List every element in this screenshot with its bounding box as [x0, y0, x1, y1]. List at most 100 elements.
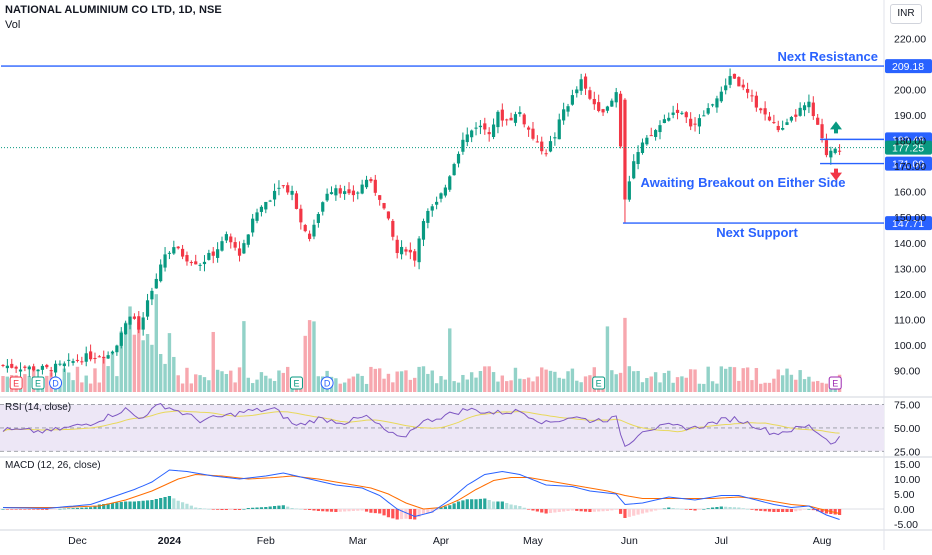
volume-bar [286, 366, 290, 392]
candle-body [522, 114, 526, 125]
macd-histogram-bar [544, 509, 548, 514]
candle-body [632, 161, 636, 179]
macd-histogram-bar [399, 509, 404, 520]
macd-histogram-bar [36, 509, 40, 510]
volume-bar [605, 326, 610, 392]
candle-body [456, 153, 461, 164]
macd-histogram-bar [785, 509, 789, 512]
volume-bar [347, 378, 351, 392]
event-marker-letter: E [832, 379, 838, 389]
candle-body [544, 153, 548, 155]
macd-histogram-bar [474, 499, 478, 509]
candle-body [439, 193, 443, 199]
dividend-marker[interactable] [49, 376, 63, 390]
macd-histogram-bar [527, 509, 531, 510]
dividend-marker[interactable] [320, 376, 334, 390]
macd-histogram-bar [671, 508, 675, 509]
candle-body [614, 92, 618, 103]
candle-body [360, 184, 364, 194]
candle-body [724, 85, 728, 91]
candle-body [833, 148, 837, 153]
volume-bar [413, 377, 417, 392]
candle-body [36, 369, 40, 372]
macd-histogram-bar [299, 509, 303, 510]
volume-bar [97, 382, 102, 392]
candle-body [470, 130, 474, 138]
volume-bar [789, 374, 794, 392]
macd-histogram-bar [67, 508, 71, 509]
earnings-marker[interactable] [828, 376, 842, 390]
candle-body [110, 351, 115, 354]
macd-histogram-bar [570, 509, 574, 511]
macd-histogram-bar [627, 509, 631, 517]
macd-line [2, 469, 840, 520]
candle-body [566, 106, 570, 112]
volume-bar [531, 381, 535, 392]
volume-bar [386, 373, 391, 392]
volume-bar [750, 380, 754, 392]
macd-histogram-bar [360, 509, 364, 511]
volume-bar [220, 371, 224, 392]
candle-body [49, 370, 53, 372]
volume-bar [395, 371, 399, 392]
volume-bar [579, 382, 583, 392]
candle-body [189, 262, 193, 264]
macd-tick-label: 5.00 [894, 489, 915, 501]
candle-body [421, 221, 426, 240]
currency-button[interactable]: INR [890, 4, 922, 24]
earnings-marker[interactable] [31, 376, 45, 390]
macd-histogram-bar [728, 507, 732, 509]
macd-histogram-bar [759, 509, 763, 511]
earnings-marker[interactable] [9, 376, 23, 390]
candle-body [548, 141, 553, 152]
volume-bar [88, 383, 93, 392]
volume-bar [715, 383, 719, 392]
candle-body [597, 102, 601, 111]
macd-tick-label: -5.00 [894, 519, 918, 531]
macd-histogram-bar [487, 500, 491, 509]
volume-bar [430, 370, 434, 392]
volume-bar [820, 382, 824, 392]
volume-bar [583, 376, 588, 392]
macd-histogram-bar [14, 509, 18, 510]
candle-body [198, 264, 202, 266]
macd-histogram-bar [491, 501, 496, 509]
volume-bar [456, 382, 461, 392]
macd-histogram-bar [329, 509, 334, 512]
macd-histogram-bar [395, 509, 399, 520]
volume-bar [566, 371, 570, 392]
level-price-label: 171.00 [892, 159, 924, 171]
volume-bar [645, 378, 649, 392]
macd-histogram-bar [461, 500, 465, 509]
volume-bar [500, 375, 505, 392]
earnings-marker[interactable] [592, 376, 606, 390]
candle-body [496, 111, 500, 128]
macd-histogram-bar [470, 499, 474, 509]
volume-bar [759, 383, 763, 392]
candle-body [505, 119, 509, 121]
macd-histogram-bar [321, 509, 325, 512]
volume-bar [351, 376, 356, 392]
volume-bar [364, 383, 369, 392]
rsi-tick-label: 25.00 [894, 446, 920, 458]
macd-histogram-bar [702, 509, 706, 510]
candle-body [527, 127, 531, 130]
candle-body [448, 176, 452, 190]
candle-body [321, 202, 325, 212]
candle-body [399, 246, 404, 255]
price-tick-label: 150.00 [894, 212, 926, 224]
candle-body [531, 128, 535, 139]
volume-bar [741, 368, 745, 392]
macd-histogram-bar [597, 509, 601, 512]
macd-histogram-bar [658, 509, 662, 510]
earnings-marker[interactable] [289, 376, 303, 390]
macd-histogram-bar [662, 508, 666, 510]
candle-body [334, 188, 338, 196]
candle-body [500, 109, 504, 121]
date-tick-label: Jul [715, 535, 728, 547]
macd-histogram-bar [781, 509, 785, 512]
volume-bar [426, 373, 430, 392]
macd-histogram-bar [5, 509, 9, 510]
